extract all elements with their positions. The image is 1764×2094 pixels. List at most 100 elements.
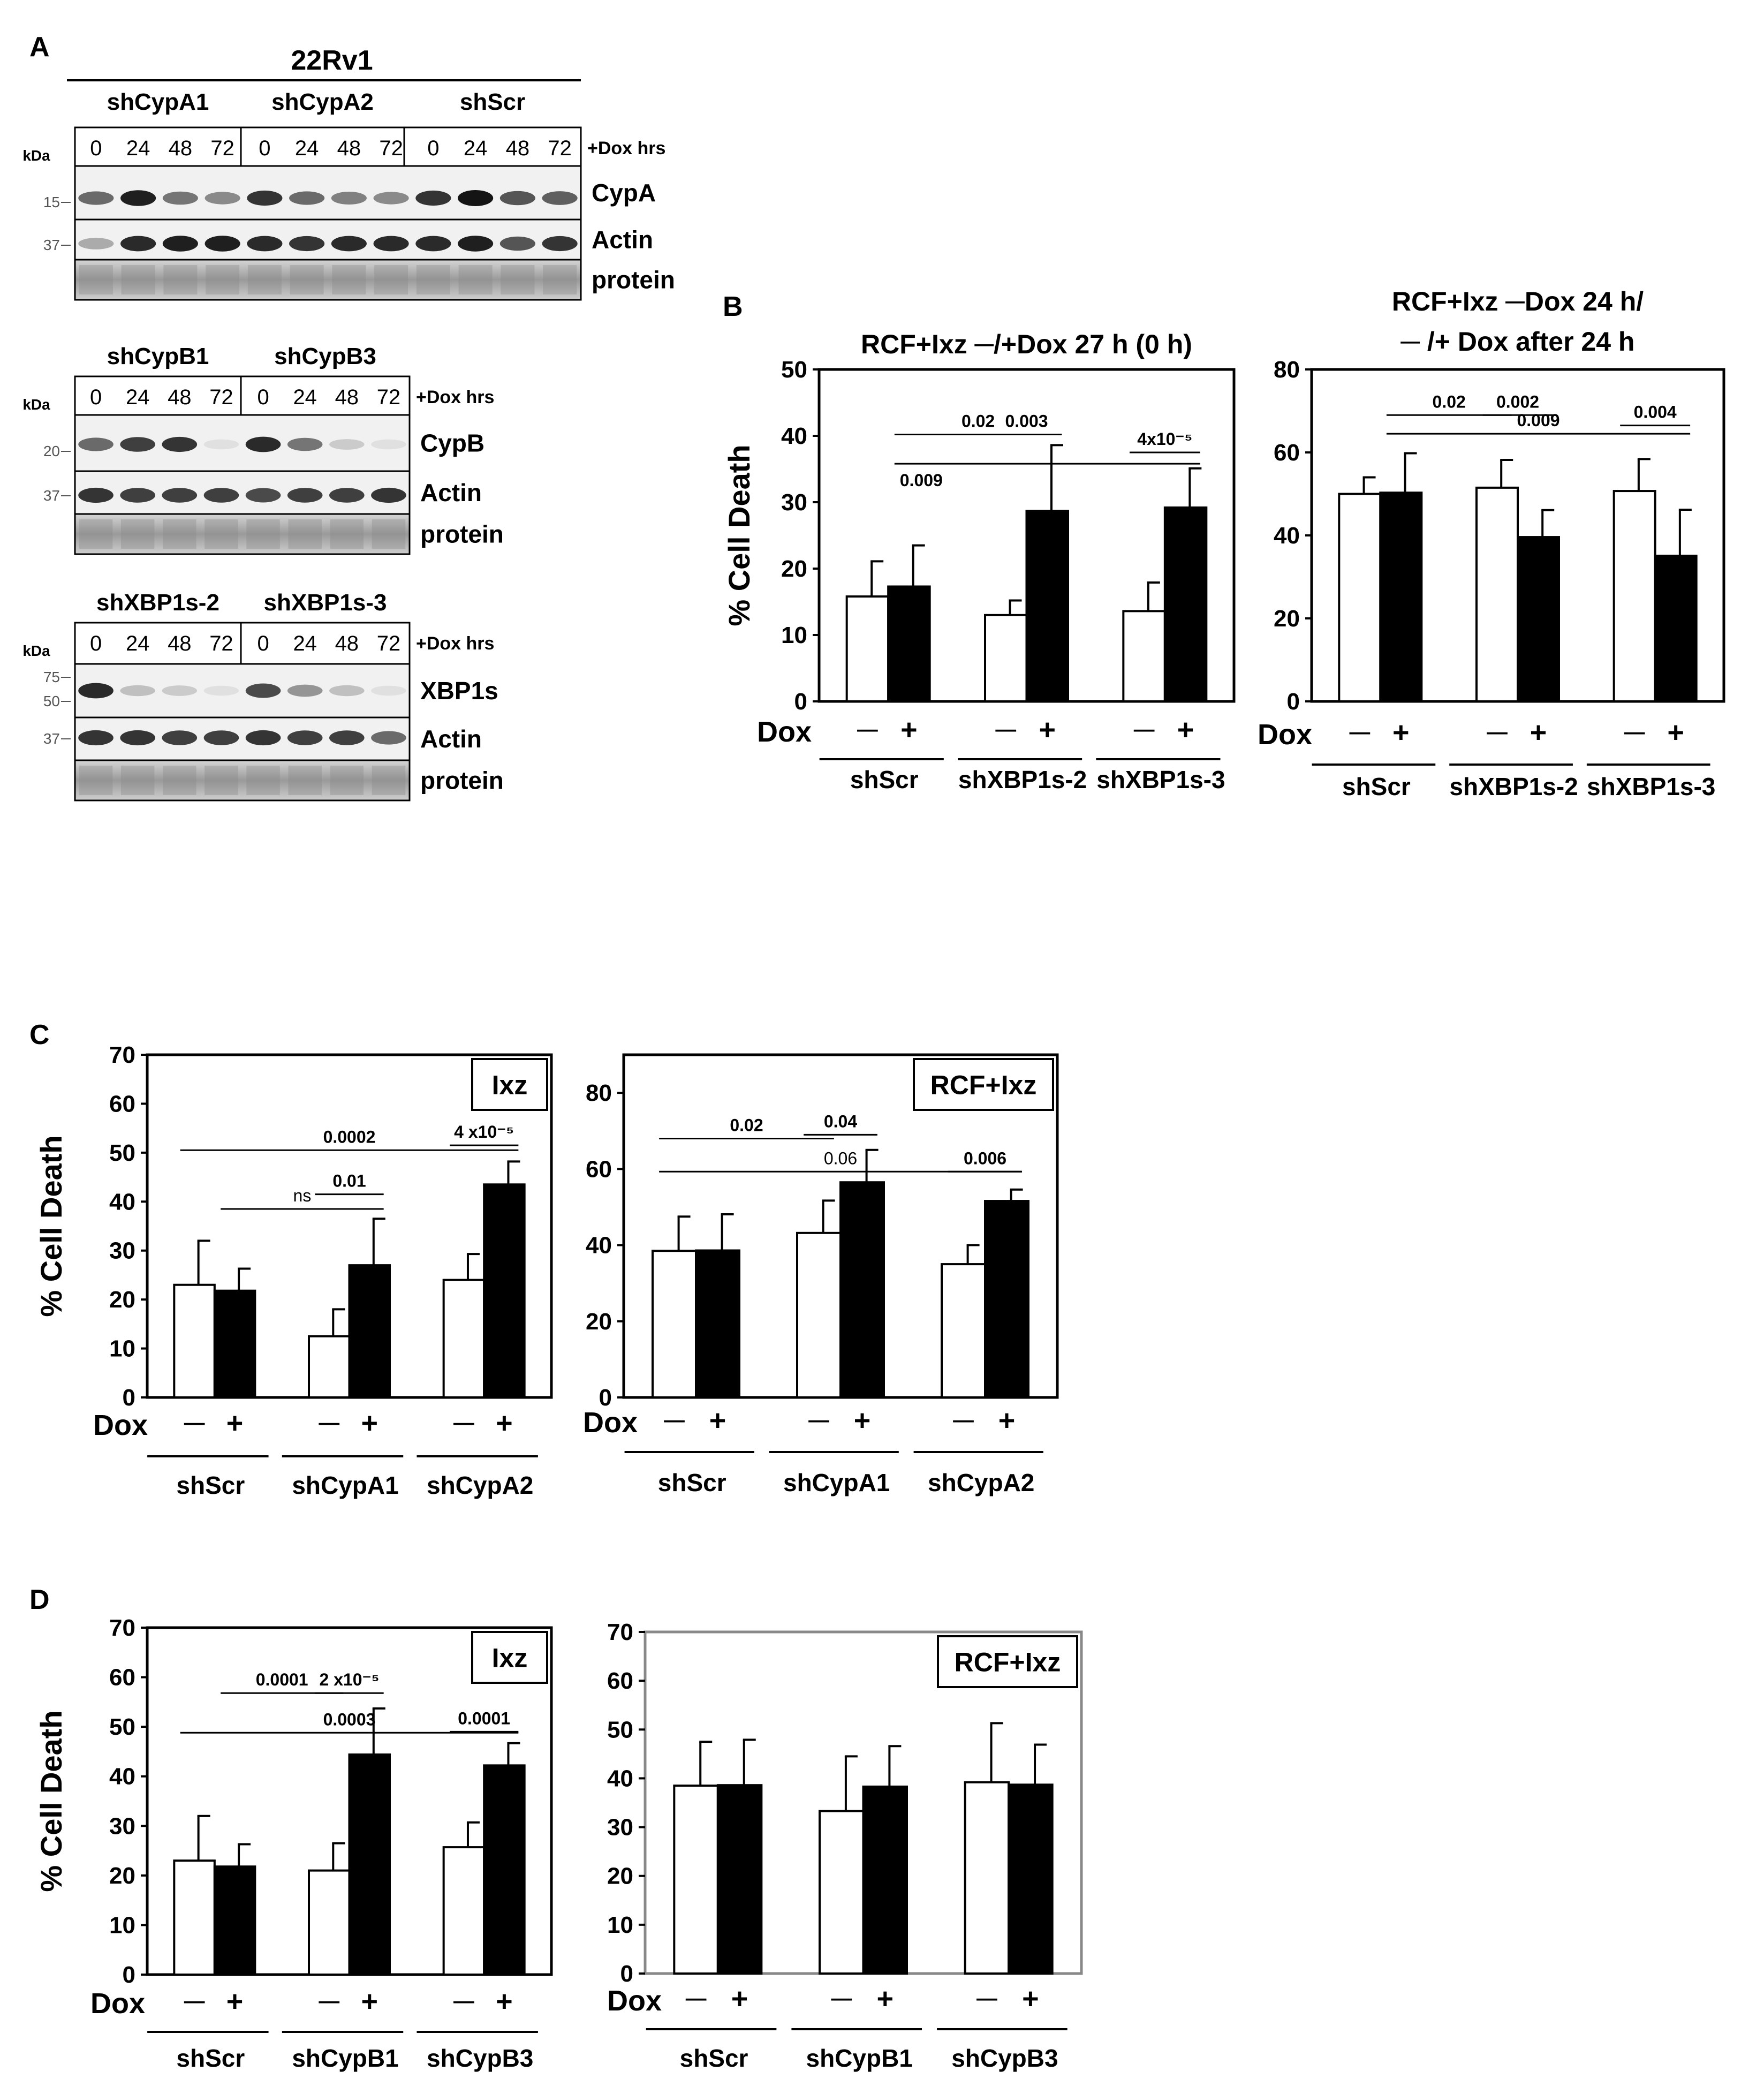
timepoint-label: 24 xyxy=(293,632,317,655)
timepoint-label: 48 xyxy=(335,385,359,409)
blot-row-label: CypB xyxy=(420,429,484,457)
minus-dox-marker: ─ xyxy=(1349,716,1371,749)
p-value-label: 0.0002 xyxy=(323,1127,376,1146)
panel-label-b: B xyxy=(723,291,743,322)
plus-dox-marker: + xyxy=(496,1407,513,1439)
y-tick-label: 70 xyxy=(109,1615,135,1641)
dox-axis-label: Dox xyxy=(757,716,812,748)
blot-band xyxy=(245,488,281,503)
blot-band xyxy=(499,236,535,251)
protein-lane xyxy=(543,265,577,294)
timepoint-label: 72 xyxy=(209,632,233,655)
y-tick-label: 50 xyxy=(781,357,807,383)
plus-dox-marker: + xyxy=(361,1407,378,1439)
kda-marker: 75 xyxy=(43,669,60,685)
kda-marker: 50 xyxy=(43,693,60,709)
protein-lane xyxy=(458,265,493,294)
blot-group-label: shScr xyxy=(460,89,525,115)
y-tick-label: 10 xyxy=(607,1912,633,1938)
bar-plus-dox xyxy=(483,1764,526,1976)
group-label: shCypA1 xyxy=(783,1469,890,1496)
protein-lane xyxy=(372,519,406,549)
group-label: shScr xyxy=(1342,773,1411,800)
blot-band xyxy=(289,191,325,205)
chart-c-right: 0 20 40 60 80 0.02 0.04 0.06 0.006 RCF+Ixz Dox ─ + sh… xyxy=(583,1053,1059,1496)
bar-minus-dox xyxy=(442,1279,486,1399)
dox-hrs-label: +Dox hrs xyxy=(416,633,494,654)
plus-dox-marker: + xyxy=(1039,714,1056,746)
p-value-label: 0.0001 xyxy=(458,1709,510,1728)
bar-minus-dox xyxy=(819,1810,865,1975)
plus-dox-marker: + xyxy=(1667,716,1684,749)
y-tick-label: 60 xyxy=(586,1156,612,1182)
p-value-label: 0.02 xyxy=(730,1115,763,1135)
group-label: shScr xyxy=(850,766,919,793)
legend-label: Ixz xyxy=(492,1070,528,1100)
timepoint-label: 0 xyxy=(257,632,269,655)
protein-lane xyxy=(163,519,196,549)
blot-group-label: shCypB1 xyxy=(107,343,209,369)
protein-lane xyxy=(163,265,198,294)
plus-dox-marker: + xyxy=(1177,714,1194,746)
p-value-label: 0.02 xyxy=(962,412,995,431)
timepoint-label: 0 xyxy=(257,385,269,409)
timepoint-label: 24 xyxy=(295,137,319,160)
blot-band xyxy=(120,488,155,503)
timepoint-label: 48 xyxy=(168,385,192,409)
protein-lane xyxy=(372,766,406,795)
chart-d-left: 0 10 20 30 40 50 60 70 % Cell Death 0.0001 2 x10⁻⁵… xyxy=(34,1615,553,2072)
dox-hrs-label: +Dox hrs xyxy=(587,138,665,158)
blot-band xyxy=(287,437,323,451)
blot-band xyxy=(458,236,494,252)
protein-lane xyxy=(121,265,155,294)
blot-band xyxy=(331,236,367,252)
blot-band xyxy=(415,190,451,206)
bar-plus-dox xyxy=(716,1784,763,1975)
y-tick-label: 20 xyxy=(607,1863,633,1889)
timepoint-label: 48 xyxy=(335,632,359,655)
group-label: shCypA2 xyxy=(427,1471,533,1499)
kda-marker: 20 xyxy=(43,443,60,459)
kda-label: kDa xyxy=(22,642,50,659)
panel-label-c: C xyxy=(29,1019,50,1050)
blot-band xyxy=(289,236,325,252)
blot-band xyxy=(120,190,156,206)
blot-band xyxy=(371,487,406,503)
blot-band xyxy=(162,488,198,503)
bar-minus-dox xyxy=(984,614,1028,703)
bar-minus-dox xyxy=(1338,493,1382,702)
minus-dox-marker: ─ xyxy=(319,1407,340,1439)
bar-plus-dox xyxy=(984,1200,1029,1398)
blot-band xyxy=(542,191,578,205)
y-tick-label: 0 xyxy=(123,1962,135,1988)
y-tick-label: 60 xyxy=(109,1665,135,1691)
bar-plus-dox xyxy=(213,1865,256,1976)
y-tick-label: 20 xyxy=(109,1863,135,1889)
blot-band xyxy=(205,192,240,205)
blot-row-label: protein xyxy=(592,266,675,294)
p-value-label: 4 x10⁻⁵ xyxy=(454,1122,514,1142)
y-tick-label: 40 xyxy=(109,1189,135,1215)
y-tick-label: 40 xyxy=(109,1764,135,1790)
dox-axis-label: Dox xyxy=(93,1409,148,1441)
chart-b-left: RCF+Ixz ─/+Dox 27 h (0 h) 0 10 20 30 40 50 % Ce… xyxy=(722,329,1236,793)
group-label: shXBP1s-2 xyxy=(1449,773,1578,800)
plus-dox-marker: + xyxy=(1530,716,1547,749)
bar-plus-dox xyxy=(1379,492,1423,702)
cell-line-title: 22Rv1 xyxy=(291,45,373,76)
bar-minus-dox xyxy=(941,1263,986,1398)
timepoint-label: 24 xyxy=(126,137,150,160)
p-value-label: 0.009 xyxy=(900,471,943,490)
group-label: shXBP1s-3 xyxy=(1587,773,1715,800)
minus-dox-marker: ─ xyxy=(184,1407,205,1439)
timepoint-label: 72 xyxy=(377,632,401,655)
bar-plus-dox xyxy=(348,1753,391,1976)
protein-lane xyxy=(330,766,364,795)
plus-dox-marker: + xyxy=(226,1985,244,2017)
y-tick-label: 50 xyxy=(109,1714,135,1740)
legend-box xyxy=(471,1058,548,1111)
blot-band xyxy=(205,236,240,252)
y-tick-label: 20 xyxy=(586,1309,612,1335)
blot-band xyxy=(203,439,239,450)
timepoint-label: 72 xyxy=(209,385,233,409)
